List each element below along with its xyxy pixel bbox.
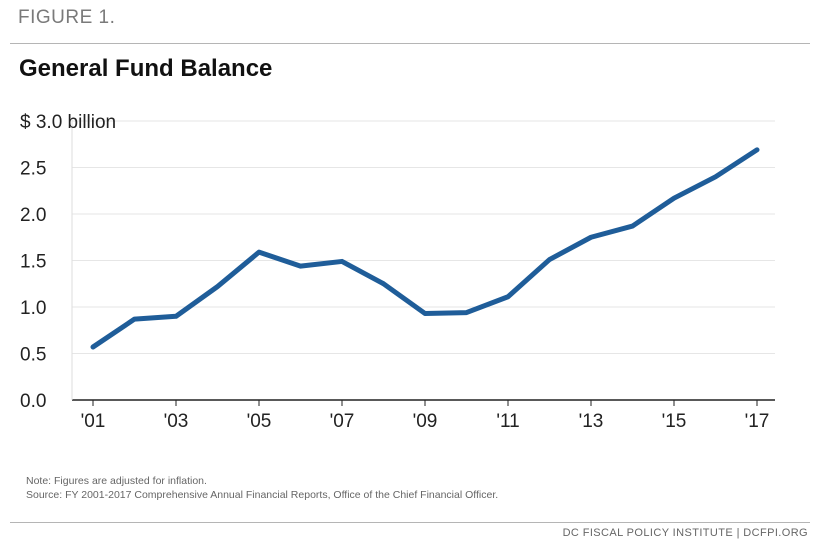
y-tick-label-3: 1.5 [20,252,46,273]
x-tick-label-2: '05 [247,411,272,432]
data-point-2003 [174,314,179,319]
figure-label: FIGURE 1. [18,7,116,28]
y-tick-label-4: 2.0 [20,205,46,226]
data-point-2007 [340,259,345,264]
footer-credit: DC FISCAL POLICY INSTITUTE | DCFPI.ORG [562,527,808,539]
x-tick-labels: '01 '03 '05 '07 '09 '11 '13 '15 '17 [81,400,770,432]
x-tick-label-1: '03 [164,411,189,432]
data-point-2011 [506,294,511,299]
data-point-2012 [547,257,552,262]
data-point-2015 [672,196,677,201]
x-tick-label-6: '13 [579,411,604,432]
data-point-2008 [381,281,386,286]
data-point-2013 [589,235,594,240]
top-divider [10,43,810,44]
data-series [90,147,760,350]
chart-title: General Fund Balance [19,55,273,82]
data-point-2009 [423,311,428,316]
bottom-divider [10,522,810,523]
data-point-2001 [91,344,96,349]
y-tick-label-2: 1.0 [20,298,46,319]
series-line-0 [90,147,760,350]
data-point-2006 [298,264,303,269]
data-point-2005 [257,250,262,255]
data-point-2017 [755,147,760,152]
x-tick-label-7: '15 [662,411,687,432]
x-tick-label-5: '11 [496,411,519,432]
inflation-note: Note: Figures are adjusted for inflation… [26,475,207,487]
y-tick-label-5: 2.5 [20,159,46,180]
y-tick-labels: 0.0 0.5 1.0 1.5 2.0 2.5 $ 3.0 billion [20,112,116,412]
data-point-2002 [132,317,137,322]
y-tick-label-6: $ 3.0 billion [20,112,116,133]
data-point-2010 [464,310,469,315]
chart-notes: Note: Figures are adjusted for inflation… [26,474,498,502]
data-point-2004 [215,284,220,289]
x-tick-label-0: '01 [81,411,106,432]
y-tick-label-0: 0.0 [20,391,46,412]
source-note: Source: FY 2001-2017 Comprehensive Annua… [26,489,499,501]
data-point-2014 [630,224,635,229]
x-tick-label-4: '09 [413,411,438,432]
x-tick-label-8: '17 [745,411,770,432]
grid-lines [72,120,775,354]
data-point-2016 [713,174,718,179]
axes [71,118,775,401]
y-tick-label-1: 0.5 [20,345,46,366]
x-tick-label-3: '07 [330,411,355,432]
